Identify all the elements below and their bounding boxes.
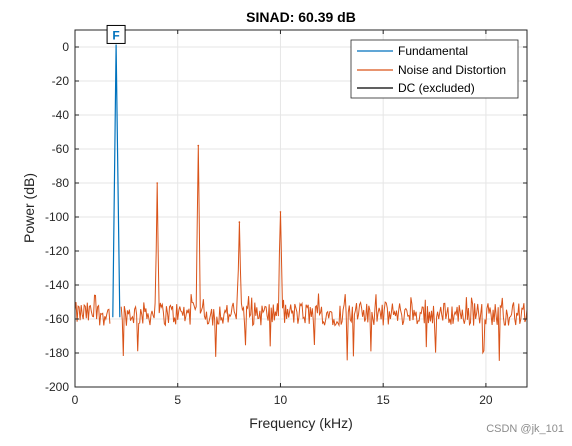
y-axis-label: Power (dB) [21, 173, 37, 243]
harmonic-peak-3 [197, 144, 200, 147]
x-tick-label: 5 [174, 393, 181, 407]
harmonic-peak-2 [156, 182, 158, 184]
y-tick-label: -60 [52, 142, 70, 156]
y-tick-label: -200 [45, 380, 69, 394]
x-tick-label: 10 [274, 393, 288, 407]
legend: Fundamental Noise and Distortion DC (exc… [350, 39, 519, 99]
noise-distortion-line-1 [74, 294, 111, 326]
y-tick-label: -120 [45, 244, 69, 258]
y-tick-label: -140 [45, 278, 69, 292]
ticks: 0 5 10 15 20 0 -20 -40 -60 -80 -100 -120 -140 -160 -18… [45, 30, 527, 407]
harmonic-peak-5 [279, 211, 282, 213]
marker-label: F [112, 28, 119, 42]
harmonic-peak-4 [238, 221, 241, 223]
y-tick-label: -20 [52, 74, 70, 88]
x-tick-label: 15 [377, 393, 391, 407]
axes-box [74, 29, 528, 388]
noise-distortion-line-2 [120, 145, 528, 361]
x-axis-label: Frequency (kHz) [249, 415, 352, 431]
legend-entry-dc: DC (excluded) [398, 81, 475, 95]
chart-title: SINAD: 60.39 dB [246, 9, 356, 25]
x-tick-label: 20 [479, 393, 493, 407]
y-tick-label: -180 [45, 346, 69, 360]
y-tick-label: -80 [52, 176, 70, 190]
y-tick-label: -160 [45, 312, 69, 326]
x-tick-label: 0 [72, 393, 79, 407]
watermark: CSDN @jk_101 [486, 423, 564, 435]
legend-entry-noise: Noise and Distortion [398, 63, 506, 77]
series-layer [74, 44, 528, 361]
y-tick-label: -40 [52, 108, 70, 122]
marker-box [106, 24, 126, 44]
fundamental-line [112, 44, 121, 318]
legend-entry-fundamental: Fundamental [398, 44, 468, 58]
fundamental-marker: F [106, 24, 126, 44]
y-tick-label: 0 [62, 40, 69, 54]
grid-lines [74, 30, 527, 388]
y-tick-label: -100 [45, 210, 69, 224]
